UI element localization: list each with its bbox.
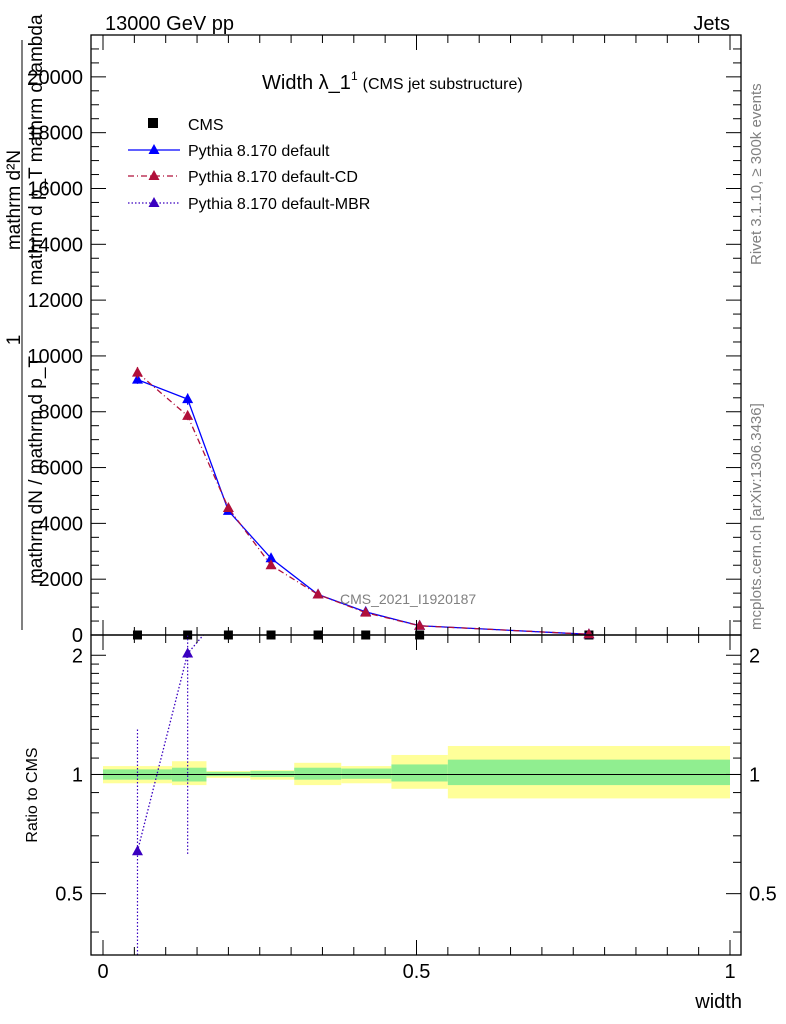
y-tick-label: 4000 <box>39 513 84 535</box>
legend-label-default: Pythia 8.170 default <box>188 143 330 160</box>
x-axis-label: width <box>694 991 742 1013</box>
legend-label-mbr: Pythia 8.170 default-MBR <box>188 196 370 213</box>
ratio-inner-band <box>447 759 730 786</box>
y-tick-label: 18000 <box>27 123 83 145</box>
ratio-y-tick-label-right: 1 <box>749 764 760 786</box>
series-marker-2 <box>312 588 324 599</box>
main-plot-panel: 0 2000 4000 6000 8000 10000 12000 14000 16000 180… <box>27 34 742 647</box>
series-marker-2 <box>182 409 194 420</box>
legend-marker-cms <box>148 118 158 128</box>
ratio-plot-panel: 0.5 0.5 1 1 2 2 0 0.5 1 <box>55 634 777 983</box>
series-marker-1 <box>182 393 194 404</box>
legend-marker-cd <box>148 170 160 180</box>
ylabel-one: 1 <box>4 335 25 346</box>
y-tick-label: 2000 <box>39 569 84 591</box>
ratio-y-tick-label-right: 0.5 <box>749 884 777 906</box>
y-tick-label: 6000 <box>39 458 84 480</box>
x-tick-label: 1 <box>724 961 735 983</box>
ratio-y-tick-label-right: 2 <box>749 645 760 667</box>
ratio-mbr-line <box>136 634 204 852</box>
ratio-mbr-marker <box>182 647 194 658</box>
ratio-y-axis-label: Ratio to CMS <box>24 747 41 842</box>
ylabel-numerator-2: mathrm d p_T mathrm d lambda <box>26 14 47 285</box>
analysis-watermark: CMS_2021_I1920187 <box>340 591 476 607</box>
ratio-inner-band <box>391 764 448 782</box>
x-tick-label: 0.5 <box>403 961 431 983</box>
legend-marker-mbr <box>148 197 160 207</box>
category-label: Jets <box>693 13 730 35</box>
series-marker-2 <box>360 606 372 617</box>
ratio-inner-band <box>294 767 342 780</box>
legend-label-cd: Pythia 8.170 default-CD <box>188 169 358 186</box>
y-tick-label: 20000 <box>27 67 83 89</box>
y-tick-label: 0 <box>72 625 83 647</box>
ratio-y-tick-label: 0.5 <box>55 884 83 906</box>
rivet-label: Rivet 3.1.10, ≥ 300k events <box>748 83 765 265</box>
y-tick-label: 8000 <box>39 402 84 424</box>
y-tick-label: 10000 <box>27 346 83 368</box>
x-tick-label: 0 <box>97 961 108 983</box>
series-marker-2 <box>222 502 234 513</box>
y-tick-label: 16000 <box>27 178 83 200</box>
ratio-inner-band <box>341 768 392 779</box>
ratio-y-tick-label: 1 <box>72 764 83 786</box>
plot-title: Width λ_11 (CMS jet substructure) <box>262 69 523 94</box>
series-marker-2 <box>265 559 277 570</box>
series-line-2 <box>137 372 589 635</box>
mcplots-label: mcplots.cern.ch [arXiv:1306.3436] <box>748 403 765 630</box>
series-marker-1 <box>131 373 143 384</box>
ylabel-numerator: mathrm d²N <box>4 150 25 250</box>
legend-marker-default <box>148 144 160 154</box>
ratio-mbr-marker <box>131 845 143 856</box>
series-marker-2 <box>583 628 595 639</box>
legend-label-cms: CMS <box>188 117 224 134</box>
main-y-axis-label: 1 mathrm d²N mathrm d p_T mathrm d lambd… <box>4 14 47 630</box>
series-marker-2 <box>131 366 143 377</box>
y-tick-label: 14000 <box>27 234 83 256</box>
y-tick-label: 12000 <box>27 290 83 312</box>
ratio-y-tick-label: 2 <box>72 645 83 667</box>
series-marker-1 <box>265 552 277 563</box>
legend: CMS Pythia 8.170 default Pythia 8.170 de… <box>128 117 370 213</box>
energy-label: 13000 GeV pp <box>105 13 234 35</box>
ylabel-denominator: mathrm dN / mathrm d p_T <box>26 356 47 584</box>
